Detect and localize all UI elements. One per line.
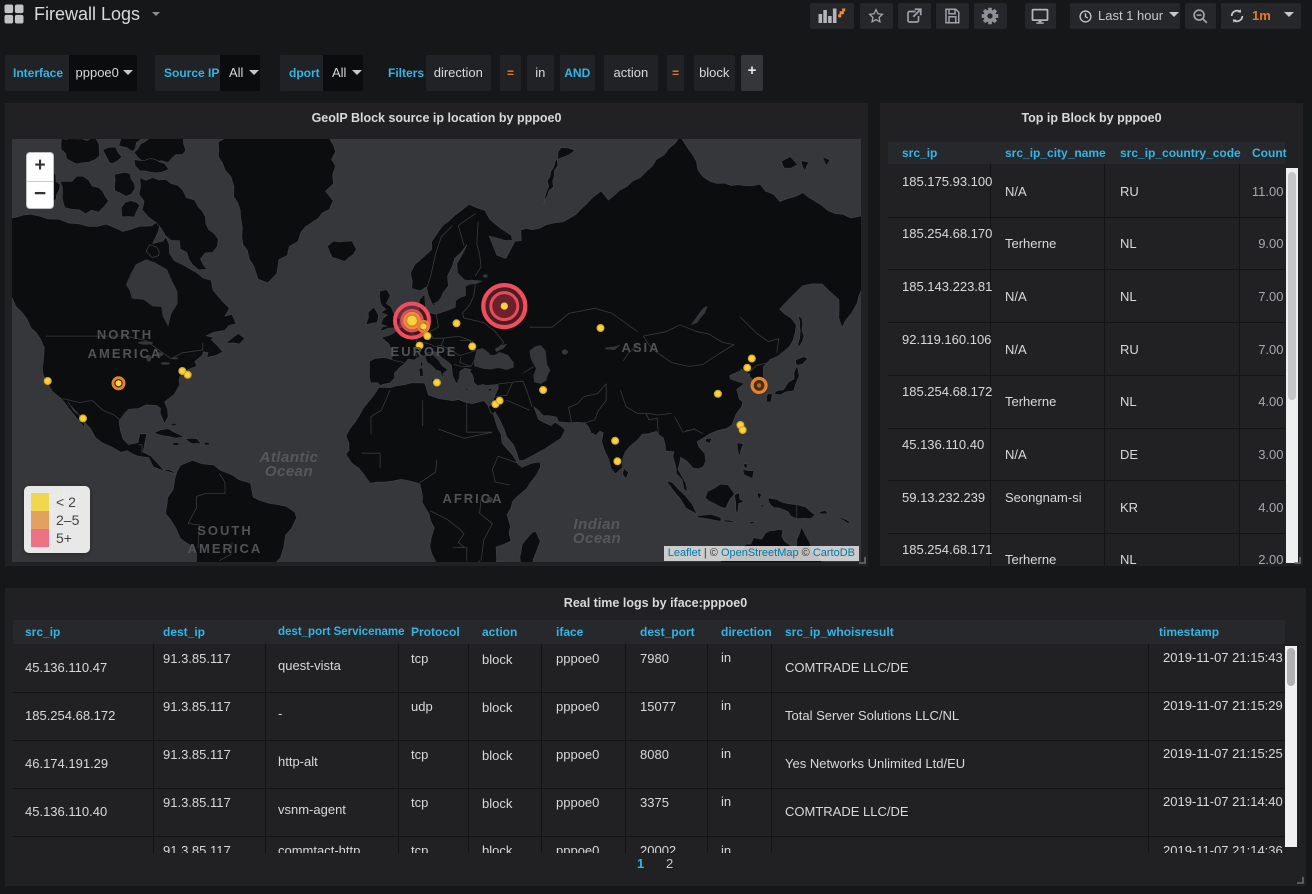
svg-text:Indian: Indian <box>573 516 620 533</box>
svg-text:EUROPE: EUROPE <box>391 344 458 359</box>
svg-text:AMERICA: AMERICA <box>188 541 263 556</box>
svg-text:Ocean: Ocean <box>573 530 621 547</box>
svg-text:NORTH: NORTH <box>97 327 153 342</box>
svg-text:AMERICA: AMERICA <box>88 346 163 361</box>
svg-text:Ocean: Ocean <box>265 463 313 480</box>
svg-text:AFRICA: AFRICA <box>442 491 503 506</box>
svg-text:SOUTH: SOUTH <box>197 523 253 538</box>
svg-text:Atlantic: Atlantic <box>258 449 318 466</box>
svg-text:ASIA: ASIA <box>621 340 660 355</box>
